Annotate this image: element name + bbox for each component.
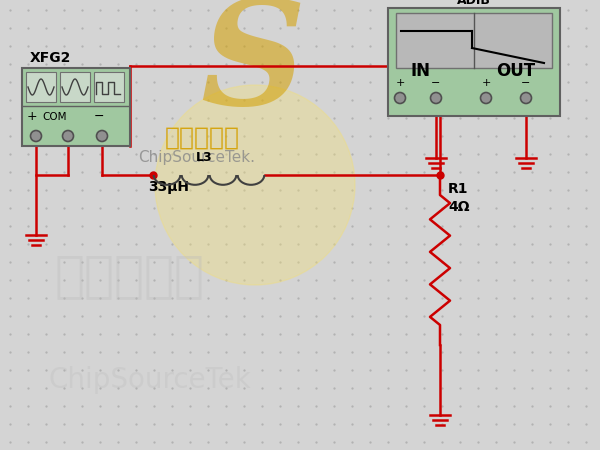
Circle shape xyxy=(395,93,406,104)
Text: OUT: OUT xyxy=(496,62,536,80)
Text: +: + xyxy=(395,78,404,88)
Circle shape xyxy=(521,93,532,104)
Text: S: S xyxy=(200,0,305,135)
FancyBboxPatch shape xyxy=(388,8,560,116)
FancyBboxPatch shape xyxy=(22,68,130,146)
Text: ADIB: ADIB xyxy=(457,0,491,7)
FancyBboxPatch shape xyxy=(94,72,124,102)
Text: XFG2: XFG2 xyxy=(30,51,71,65)
FancyBboxPatch shape xyxy=(26,72,56,102)
Text: −: − xyxy=(94,110,104,123)
Text: 矿源特科技: 矿源特科技 xyxy=(165,126,240,150)
Text: 矿源特科技: 矿源特科技 xyxy=(55,252,205,300)
Text: −: − xyxy=(521,78,530,88)
Text: R1: R1 xyxy=(448,182,469,196)
Text: +: + xyxy=(481,78,491,88)
Text: 33μH: 33μH xyxy=(148,180,189,194)
FancyBboxPatch shape xyxy=(396,13,552,68)
Circle shape xyxy=(431,93,442,104)
Circle shape xyxy=(31,130,41,141)
Circle shape xyxy=(155,85,355,285)
Text: ChipSourceTek.: ChipSourceTek. xyxy=(138,150,255,165)
Circle shape xyxy=(97,130,107,141)
Circle shape xyxy=(481,93,491,104)
Text: L3: L3 xyxy=(196,151,212,164)
FancyBboxPatch shape xyxy=(60,72,90,102)
Text: COM: COM xyxy=(43,112,67,122)
Text: IN: IN xyxy=(410,62,430,80)
Text: ChipSourceTek: ChipSourceTek xyxy=(48,366,251,394)
Circle shape xyxy=(62,130,74,141)
Text: 4Ω: 4Ω xyxy=(448,200,470,214)
Text: +: + xyxy=(27,110,38,123)
Text: −: − xyxy=(431,78,440,88)
